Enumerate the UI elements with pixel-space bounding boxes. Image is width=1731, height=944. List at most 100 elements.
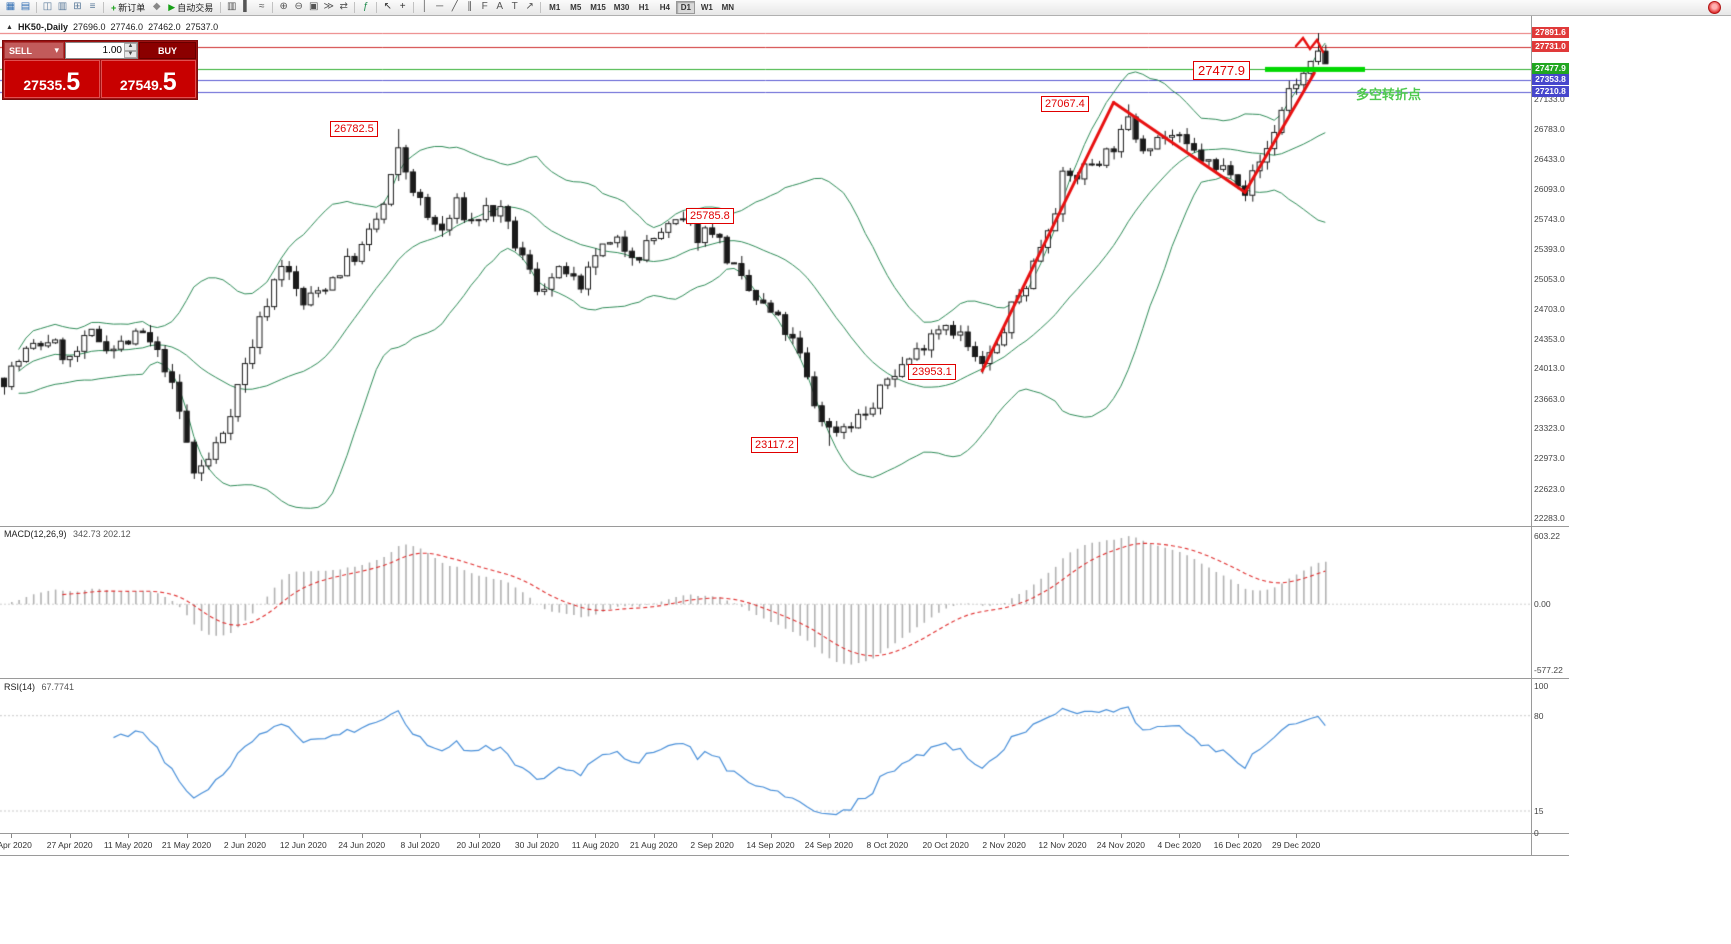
price-tag: 27477.9 (1532, 62, 1569, 74)
channel-icon[interactable]: ∥ (467, 1, 473, 12)
text-icon[interactable]: A (496, 1, 504, 12)
volume-down-button[interactable]: ▼ (124, 50, 137, 58)
timeframe-m30-button[interactable]: M30 (611, 1, 633, 14)
price-chart-canvas[interactable] (0, 16, 1531, 834)
axis-tick (11, 834, 13, 838)
date-label: 24 Sep 2020 (804, 840, 853, 850)
horizontal-line-icon[interactable]: ─ (436, 1, 444, 12)
axis-tick (128, 834, 130, 838)
date-label: 14 Sep 2020 (746, 840, 795, 850)
axis-tick (303, 834, 305, 838)
timeframe-h4-button[interactable]: H4 (655, 1, 674, 14)
buy-button[interactable]: BUY (139, 42, 196, 59)
date-label: 11 Aug 2020 (571, 840, 619, 850)
macd-axis-label: 603.22 (1534, 530, 1560, 541)
chart-bottom-border (0, 855, 1569, 856)
price-axis[interactable]: 27133.0 26783.0 26433.0 26093.0 25743.0 25393… (1532, 16, 1569, 855)
new-chart-icon[interactable]: ▦ (5, 1, 16, 12)
timeframe-m15-button[interactable]: M15 (587, 1, 609, 14)
axis-tick (770, 834, 772, 838)
tile-windows-icon[interactable]: ▣ (308, 1, 319, 12)
date-label: 24 Jun 2020 (338, 840, 386, 850)
timeframe-w1-button[interactable]: W1 (697, 1, 716, 14)
zoom-out-icon[interactable]: ⊖ (294, 1, 303, 12)
axis-tick (1004, 834, 1006, 838)
price-axis-label: 22623.0 (1534, 483, 1565, 494)
macd-axis-label: 0.00 (1534, 599, 1551, 610)
rsi-value: 67.7741 (41, 682, 75, 692)
fibonacci-icon[interactable]: F (481, 1, 488, 12)
zoom-in-icon[interactable]: ⊕ (279, 1, 288, 12)
price-tag: 27891.6 (1532, 27, 1569, 39)
timeframe-m5-button[interactable]: M5 (566, 1, 585, 14)
price-axis-label: 26433.0 (1534, 154, 1565, 165)
timeframe-h1-button[interactable]: H1 (634, 1, 653, 14)
price-axis-label: 23663.0 (1534, 393, 1565, 404)
sell-options-chevron-icon: ▾ (54, 45, 59, 55)
symbol-info: ▲ HK50-,Daily 27696.0 27746.0 27462.0 27… (6, 22, 218, 32)
ohlc-close: 27537.0 (185, 22, 219, 32)
autotrading-button-label: 自动交易 (177, 3, 214, 13)
axis-tick (361, 834, 363, 838)
date-label: 29 Dec 2020 (1271, 840, 1321, 850)
date-label: 30 Jul 2020 (514, 840, 559, 850)
ohlc-high: 27746.0 (110, 22, 144, 32)
axis-tick (887, 834, 889, 838)
price-axis-label: 23323.0 (1534, 423, 1565, 434)
chart-bars-icon[interactable]: ▥ (226, 1, 237, 12)
sell-button[interactable]: SELL ▾ (4, 42, 64, 59)
auto-scroll-icon[interactable]: ≫ (323, 1, 334, 12)
navigator-icon[interactable]: ⊞ (73, 1, 82, 12)
indicators-icon[interactable]: ƒ (362, 1, 369, 12)
pane-separator[interactable] (0, 678, 1569, 679)
timeframe-m1-button[interactable]: M1 (545, 1, 564, 14)
date-label: 27 Apr 2020 (46, 840, 93, 850)
market-watch-icon[interactable]: ◫ (42, 1, 53, 12)
time-axis[interactable]: 6 Apr 2020 27 Apr 2020 11 May 2020 21 May 2… (0, 834, 1531, 855)
new-order-button[interactable]: + 新订单 (107, 1, 149, 15)
pane-separator[interactable] (0, 833, 1569, 834)
sell-label: SELL (9, 45, 33, 56)
trendline-icon[interactable]: ╱ (451, 1, 458, 12)
axis-tick (186, 834, 188, 838)
sell-price-pips: 5 (66, 68, 81, 96)
data-window-icon[interactable]: ▥ (57, 1, 68, 12)
axis-tick (420, 834, 422, 838)
buy-price[interactable]: 27549. 5 (100, 60, 196, 98)
label-icon[interactable]: T (511, 1, 518, 12)
macd-label: MACD(12,26,9) 342.73 202.12 (4, 529, 131, 539)
chart-candles-icon[interactable]: ▌ (243, 1, 251, 12)
arrows-icon[interactable]: ↗ (525, 1, 534, 12)
volume-input[interactable] (66, 43, 124, 58)
sell-price[interactable]: 27535. 5 (4, 60, 100, 98)
axis-tick (653, 834, 655, 838)
vertical-line-icon[interactable]: │ (421, 1, 428, 12)
price-axis-label: 24703.0 (1534, 303, 1565, 314)
toolbar-separator (103, 2, 104, 13)
axis-tick (1296, 834, 1298, 838)
axis-tick (478, 834, 480, 838)
profiles-icon[interactable]: ▤ (20, 1, 31, 12)
toolbar-separator (272, 2, 274, 13)
axis-tick (945, 834, 947, 838)
chart-shift-icon[interactable]: ⇄ (339, 1, 348, 12)
date-label: 6 Apr 2020 (0, 840, 32, 850)
timeframe-d1-button[interactable]: D1 (676, 1, 696, 14)
metaeditor-icon[interactable]: ◆ (152, 1, 161, 12)
timeframe-mn-button[interactable]: MN (718, 1, 737, 14)
date-label: 20 Oct 2020 (922, 840, 969, 850)
date-label: 21 Aug 2020 (629, 840, 678, 850)
axis-tick (712, 834, 714, 838)
volume-up-button[interactable]: ▲ (124, 43, 137, 51)
axis-tick (1179, 834, 1181, 838)
volume-box: ▲ ▼ (65, 42, 138, 59)
axis-tick (1120, 834, 1122, 838)
axis-tick (244, 834, 246, 838)
cursor-icon[interactable]: ↖ (383, 1, 392, 12)
crosshair-icon[interactable]: + (399, 1, 406, 12)
autotrading-button[interactable]: ▶ 自动交易 (164, 1, 217, 15)
chart-line-icon[interactable]: ≈ (258, 1, 265, 12)
play-icon: ▶ (168, 2, 176, 12)
terminal-icon[interactable]: ≡ (89, 1, 96, 12)
pane-separator[interactable] (0, 526, 1569, 527)
